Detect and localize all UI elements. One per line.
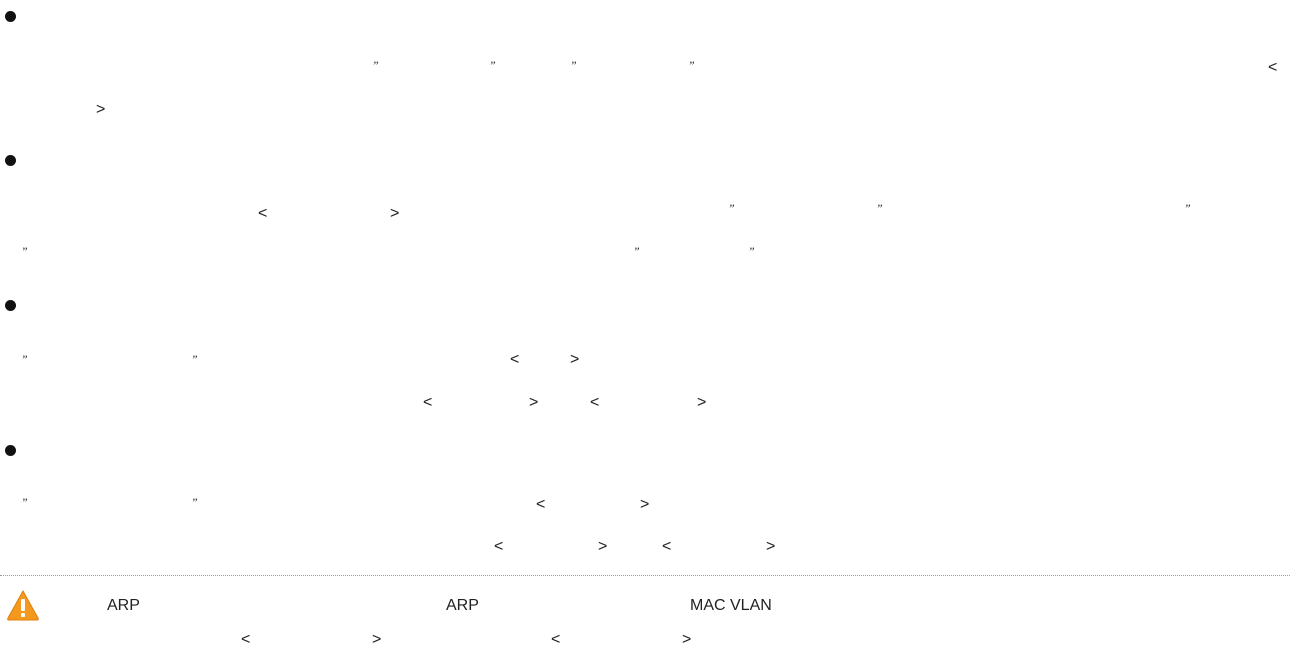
- quote-mark: ”: [876, 201, 883, 215]
- angle-bracket-close: >: [570, 351, 580, 368]
- angle-bracket-open: <: [423, 394, 433, 411]
- quote-mark: ”: [1184, 201, 1191, 215]
- angle-bracket-close: >: [682, 631, 692, 648]
- angle-bracket-open: <: [662, 538, 672, 555]
- quote-mark: ”: [570, 58, 577, 72]
- quote-mark: ”: [633, 244, 640, 258]
- quote-mark: ”: [489, 58, 496, 72]
- quote-mark: ”: [728, 201, 735, 215]
- angle-bracket-close: >: [697, 394, 707, 411]
- angle-bracket-close: >: [598, 538, 608, 555]
- angle-bracket-open: <: [258, 205, 268, 222]
- angle-bracket-open: <: [1268, 59, 1278, 76]
- angle-bracket-open: <: [510, 351, 520, 368]
- angle-bracket-close: >: [766, 538, 776, 555]
- bullet-icon: [5, 155, 16, 166]
- quote-mark: ”: [191, 352, 198, 366]
- quote-mark: ”: [21, 244, 28, 258]
- angle-bracket-open: <: [590, 394, 600, 411]
- angle-bracket-close: >: [390, 205, 400, 222]
- bullet-icon: [5, 445, 16, 456]
- quote-mark: ”: [191, 495, 198, 509]
- quote-mark: ”: [21, 495, 28, 509]
- quote-mark: ”: [748, 244, 755, 258]
- quote-mark: ”: [688, 58, 695, 72]
- angle-bracket-close: >: [96, 101, 106, 118]
- warning-icon: [7, 589, 39, 621]
- bullet-icon: [5, 300, 16, 311]
- note-arp-text: ARP: [107, 597, 140, 614]
- angle-bracket-open: <: [536, 496, 546, 513]
- quote-mark: ”: [372, 58, 379, 72]
- angle-bracket-open: <: [551, 631, 561, 648]
- bullet-icon: [5, 11, 16, 22]
- note-separator: [0, 575, 1290, 576]
- angle-bracket-open: <: [494, 538, 504, 555]
- angle-bracket-close: >: [529, 394, 539, 411]
- note-mac-vlan-text: MAC VLAN: [690, 597, 772, 614]
- angle-bracket-close: >: [372, 631, 382, 648]
- angle-bracket-close: >: [640, 496, 650, 513]
- quote-mark: ”: [21, 352, 28, 366]
- angle-bracket-open: <: [241, 631, 251, 648]
- note-arp-text: ARP: [446, 597, 479, 614]
